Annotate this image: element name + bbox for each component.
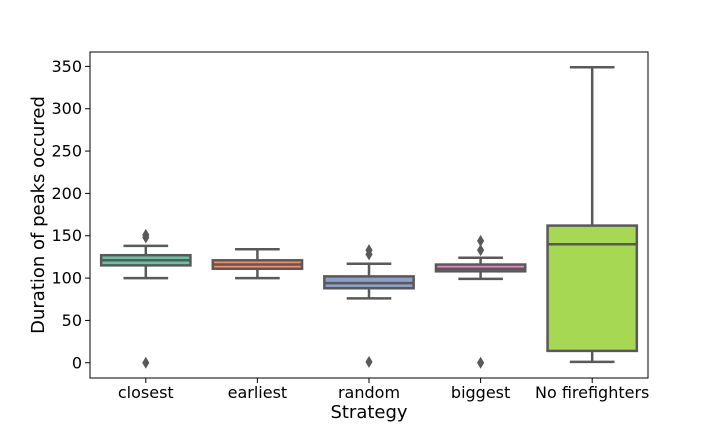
y-tick-label: 250 xyxy=(51,142,82,161)
outlier-point xyxy=(365,244,373,257)
outlier-point xyxy=(365,355,373,368)
x-tick-label: earliest xyxy=(228,383,288,402)
box-biggest xyxy=(434,234,527,369)
x-tick-label: random xyxy=(338,383,400,402)
y-tick-label: 350 xyxy=(51,57,82,76)
outlier-point xyxy=(142,356,150,369)
y-tick-label: 50 xyxy=(62,311,82,330)
box-random xyxy=(323,244,415,368)
box-no-firefighters xyxy=(546,65,639,364)
outlier-point xyxy=(477,356,485,369)
box-earliest xyxy=(211,248,304,280)
x-axis: closest earliest random biggest No firefight… xyxy=(118,378,649,402)
y-tick-label: 200 xyxy=(51,184,82,203)
outlier-point xyxy=(142,228,150,241)
y-axis: 0 50 100 150 200 250 300 350 xyxy=(51,57,90,372)
y-tick-label: 150 xyxy=(51,226,82,245)
y-tick-label: 100 xyxy=(51,269,82,288)
x-tick-label: No firefighters xyxy=(535,383,649,402)
iqr-box xyxy=(546,224,639,353)
outlier-point xyxy=(477,244,485,257)
x-tick-label: biggest xyxy=(451,383,510,402)
x-axis-label: Strategy xyxy=(330,402,407,423)
box-closest xyxy=(99,228,192,369)
boxes-group xyxy=(99,65,639,369)
x-tick-label: closest xyxy=(118,383,174,402)
y-tick-label: 300 xyxy=(51,99,82,118)
y-axis-label: Duration of peaks occured xyxy=(28,96,49,334)
y-tick-label: 0 xyxy=(72,353,82,372)
outlier-point xyxy=(477,234,485,247)
